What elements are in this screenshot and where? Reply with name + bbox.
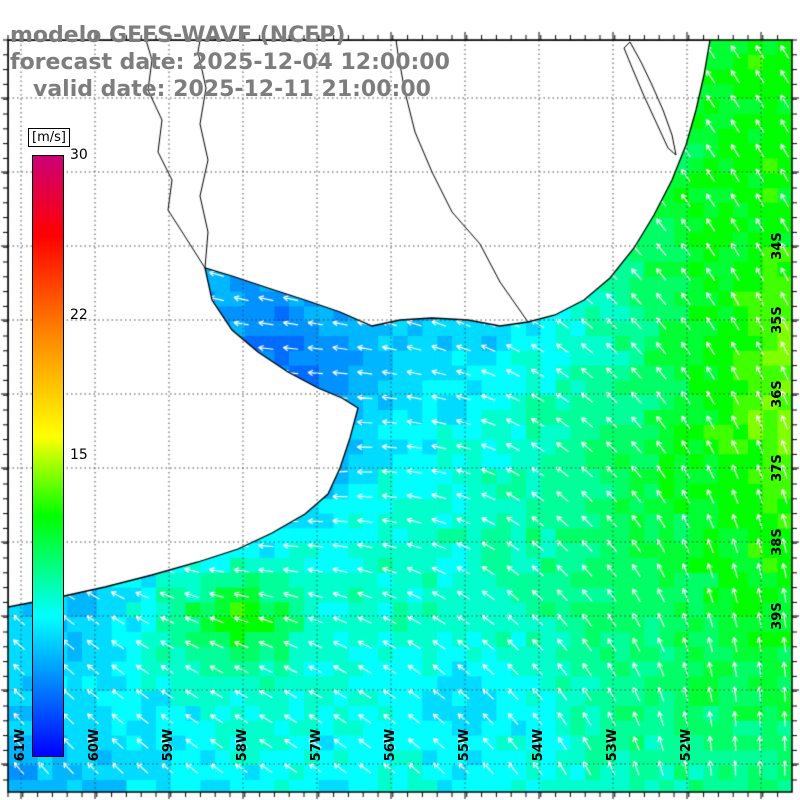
- lat-label: 37S: [770, 454, 785, 482]
- lat-label: 36S: [770, 380, 785, 408]
- lat-label: 35S: [770, 306, 785, 334]
- lon-label: 52W: [679, 728, 694, 762]
- lon-label: 60W: [87, 728, 102, 762]
- model-title: modelo GEFS-WAVE (NCEP): [10, 23, 346, 48]
- lat-label: 34S: [770, 232, 785, 260]
- lon-label: 59W: [161, 728, 176, 762]
- lon-label: 56W: [383, 728, 398, 762]
- colorbar-gradient: [32, 155, 64, 757]
- lon-label: 58W: [235, 728, 250, 762]
- lon-label: 57W: [309, 728, 324, 762]
- lon-label: 53W: [605, 728, 620, 762]
- lon-label: 55W: [457, 728, 472, 762]
- forecast-date: forecast date: 2025-12-04 12:00:00: [10, 50, 450, 75]
- colorbar-tick-label: 15: [70, 447, 88, 463]
- lon-label: 54W: [531, 728, 546, 762]
- colorbar-unit-label: [m/s]: [28, 128, 70, 147]
- colorbar-tick-label: 22: [70, 307, 88, 323]
- lat-label: 39S: [770, 602, 785, 630]
- colorbar-tick-label: 30: [70, 147, 88, 163]
- lon-label: 61W: [13, 728, 28, 762]
- title-block: modelo GEFS-WAVE (NCEP) forecast date: 2…: [10, 22, 450, 103]
- lat-label: 38S: [770, 528, 785, 556]
- valid-date: valid date: 2025-12-11 21:00:00: [10, 77, 431, 102]
